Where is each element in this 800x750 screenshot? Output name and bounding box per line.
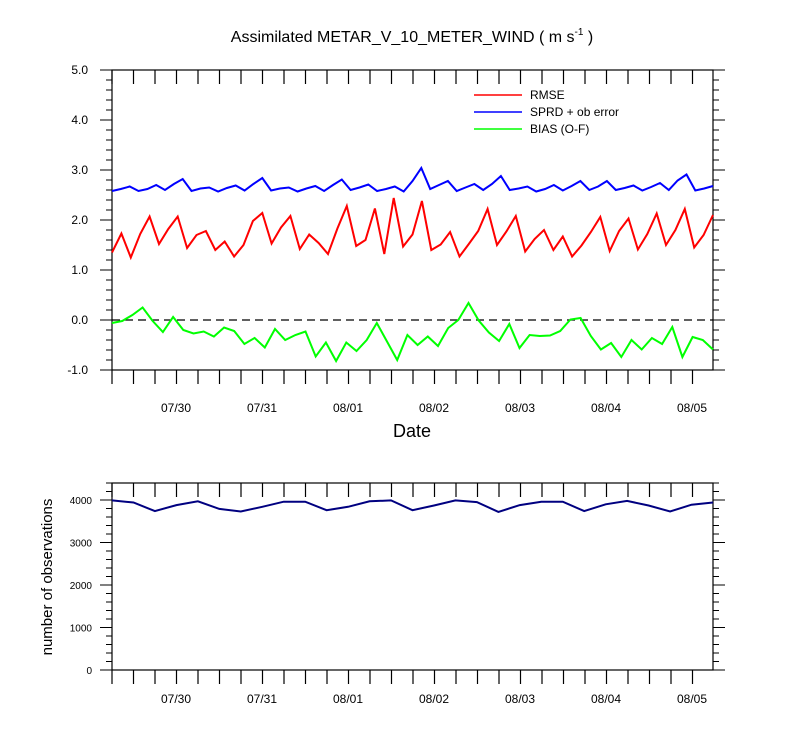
top-y-tick-label: 1.0 (71, 263, 88, 277)
top-x-tick-label: 08/02 (419, 401, 449, 415)
bottom-x-tick-label: 08/03 (505, 692, 535, 706)
bottom-y-tick-label: 4000 (70, 496, 93, 507)
top-x-tick-label: 08/04 (591, 401, 621, 415)
bottom-y-tick-labels: 4000 3000 2000 1000 0 (70, 496, 93, 677)
top-x-tick-label: 07/31 (247, 401, 277, 415)
bottom-y-tick-label: 1000 (70, 624, 93, 635)
bottom-y-tick-label: 0 (86, 666, 92, 677)
bottom-axis-ticks (100, 482, 725, 684)
bottom-x-tick-label: 07/31 (247, 692, 277, 706)
legend-label-rmse: RMSE (530, 88, 565, 102)
bottom-x-tick-label: 08/01 (333, 692, 363, 706)
top-axis-ticks (100, 69, 725, 384)
bottom-x-tick-labels: 07/30 07/31 08/01 08/02 08/03 08/04 08/05 (161, 692, 707, 706)
top-y-tick-label: 4.0 (71, 113, 88, 127)
top-plot-frame (111, 69, 714, 371)
top-y-tick-label: -1.0 (67, 363, 88, 377)
x-axis-title: Date (393, 421, 431, 441)
series-observations (111, 499, 714, 513)
bottom-series (111, 499, 714, 513)
top-x-tick-label: 08/03 (505, 401, 535, 415)
bottom-x-tick-label: 08/05 (677, 692, 707, 706)
top-y-tick-label: 0.0 (71, 313, 88, 327)
top-x-tick-label: 07/30 (161, 401, 191, 415)
top-y-tick-label: 2.0 (71, 213, 88, 227)
series-bias (111, 301, 714, 364)
top-panel: 5.0 4.0 3.0 2.0 1.0 0.0 -1.0 07/30 07/31 08/01 08… (67, 63, 725, 441)
top-y-tick-labels: 5.0 4.0 3.0 2.0 1.0 0.0 -1.0 (67, 63, 88, 377)
top-y-tick-label: 3.0 (71, 163, 88, 177)
series-rmse (111, 197, 714, 261)
bottom-x-tick-label: 08/02 (419, 692, 449, 706)
title-superscript: -1 (575, 27, 584, 38)
top-y-tick-label: 5.0 (71, 63, 88, 77)
legend: RMSE SPRD + ob error BIAS (O-F) (474, 88, 619, 136)
legend-label-bias: BIAS (O-F) (530, 122, 589, 136)
series-sprd (111, 165, 714, 193)
bottom-y-tick-label: 2000 (70, 581, 93, 592)
top-x-tick-labels: 07/30 07/31 08/01 08/02 08/03 08/04 08/05 (161, 401, 707, 415)
title-main: Assimilated METAR_V_10_METER_WIND ( m s (231, 29, 575, 46)
title-end: ) (583, 29, 593, 46)
y-axis-title-observations: number of observations (39, 499, 56, 656)
bottom-x-tick-label: 08/04 (591, 692, 621, 706)
bottom-panel: 4000 3000 2000 1000 0 07/30 07/31 08/01 08/02 08… (39, 482, 725, 706)
legend-label-sprd: SPRD + ob error (530, 105, 619, 119)
top-series (111, 165, 714, 364)
bottom-y-tick-label: 3000 (70, 539, 93, 550)
top-x-tick-label: 08/01 (333, 401, 363, 415)
top-x-tick-label: 08/05 (677, 401, 707, 415)
bottom-x-tick-label: 07/30 (161, 692, 191, 706)
chart-title: Assimilated METAR_V_10_METER_WIND ( m s-… (231, 27, 593, 46)
